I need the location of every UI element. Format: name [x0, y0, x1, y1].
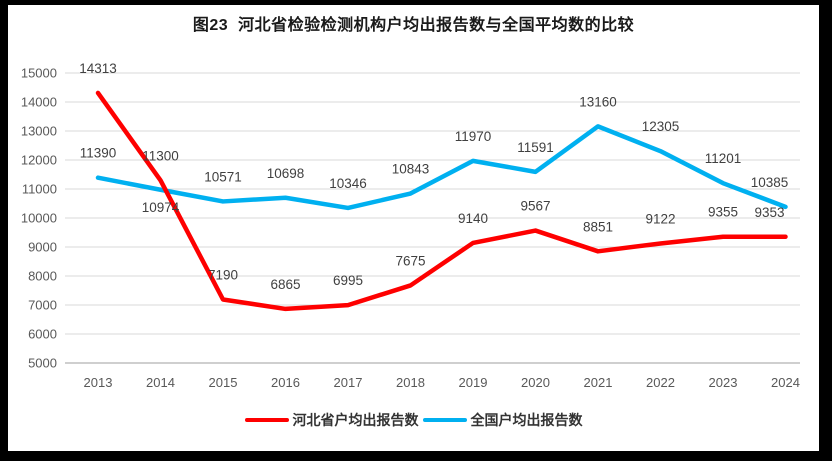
data-label: 10385: [751, 175, 789, 190]
legend-item-hebei[interactable]: 河北省户均出报告数: [244, 410, 419, 430]
y-axis-tick-label: 14000: [21, 95, 57, 110]
y-axis-tick-label: 7000: [28, 298, 57, 313]
data-label: 9355: [708, 205, 738, 220]
series-line-1: [95, 124, 788, 211]
y-axis-tick-label: 6000: [28, 327, 57, 342]
y-axis-tick-label: 11000: [22, 182, 57, 197]
x-axis-tick-label: 2024: [771, 375, 800, 390]
x-axis-tick-label: 2023: [709, 375, 738, 390]
line-chart: 5000 6000 7000 8000 9000 10000 11000 12000 13000…: [21, 61, 800, 390]
data-label: 10974: [142, 200, 180, 215]
x-axis-tick-label: 2014: [146, 375, 175, 390]
x-axis-tick-label: 2020: [521, 375, 550, 390]
legend-label-hebei: 河北省户均出报告数: [292, 412, 419, 428]
data-label: 11970: [455, 129, 492, 144]
data-label: 8851: [583, 219, 613, 234]
data-label: 9122: [645, 211, 675, 226]
y-axis-tick-label: 5000: [28, 356, 57, 371]
y-axis-tick-label: 13000: [21, 124, 57, 139]
data-label: 14313: [79, 61, 117, 76]
data-label: 10843: [392, 162, 430, 177]
series-line-0: [95, 90, 788, 312]
hebei-line-swatch: [244, 417, 289, 423]
data-label: 10571: [204, 169, 242, 184]
x-axis-tick-label: 2013: [84, 375, 113, 390]
y-axis-tick-label: 12000: [21, 153, 57, 168]
legend-label-national: 全国户均出报告数: [470, 412, 583, 428]
data-label: 10346: [329, 176, 367, 191]
x-axis-tick-label: 2015: [209, 375, 238, 390]
y-axis-tick-label: 15000: [21, 66, 57, 81]
data-label: 9353: [754, 205, 784, 220]
y-axis-tick-label: 9000: [28, 240, 57, 255]
data-label: 11390: [80, 146, 117, 161]
x-axis-tick-label: 2017: [334, 375, 363, 390]
x-axis-tick-label: 2016: [271, 375, 300, 390]
data-label: 12305: [642, 119, 680, 134]
x-axis-tick-label: 2022: [646, 375, 675, 390]
legend: 河北省户均出报告数 全国户均出报告数: [8, 408, 819, 432]
national-line-swatch: [422, 417, 467, 423]
data-label: 10698: [267, 166, 305, 181]
x-axis-tick-label: 2018: [396, 375, 425, 390]
data-label: 6995: [333, 273, 363, 288]
y-axis-tick-label: 10000: [21, 211, 57, 226]
chart-area: 图23 河北省检验检测机构户均出报告数与全国平均数的比较 5000 6000 700…: [8, 5, 819, 451]
chart-title: 图23 河北省检验检测机构户均出报告数与全国平均数的比较: [192, 17, 635, 34]
data-label: 6865: [270, 277, 300, 292]
data-label: 11591: [517, 140, 554, 155]
data-label: 9567: [520, 199, 550, 214]
data-label: 13160: [579, 94, 617, 109]
data-label: 9140: [458, 211, 488, 226]
data-label: 11300: [142, 148, 179, 163]
x-axis-tick-label: 2019: [459, 375, 488, 390]
y-axis-tick-label: 8000: [28, 269, 57, 284]
data-label: 11201: [705, 151, 742, 166]
legend-item-national[interactable]: 全国户均出报告数: [422, 410, 583, 430]
data-label: 7675: [395, 253, 425, 268]
x-axis-tick-label: 2021: [584, 375, 613, 390]
data-label: 7190: [208, 267, 238, 282]
